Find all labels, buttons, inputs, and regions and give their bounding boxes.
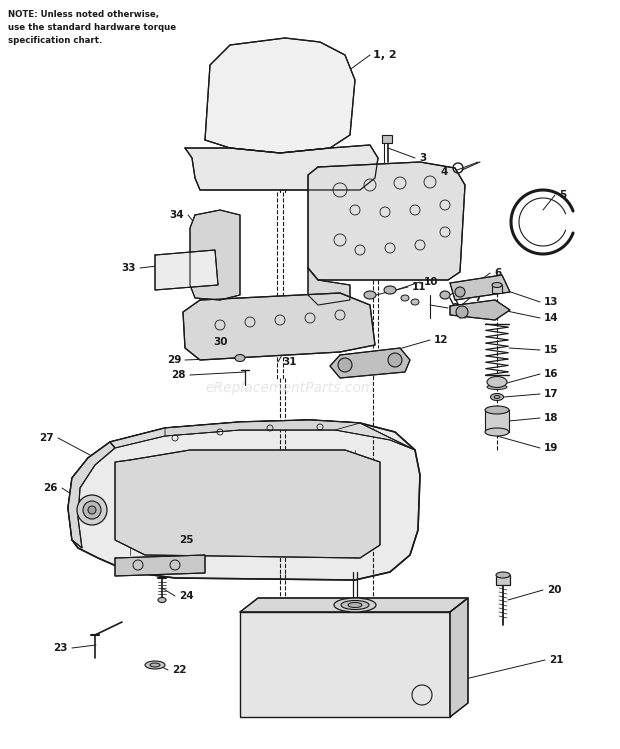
Text: 25: 25 [179,535,193,545]
Circle shape [88,506,96,514]
Text: 28: 28 [172,370,186,380]
Ellipse shape [348,602,362,607]
Text: 24: 24 [179,591,193,601]
Text: 20: 20 [547,585,562,595]
Circle shape [455,287,465,297]
Text: 21: 21 [549,655,564,665]
Text: 7: 7 [474,293,481,303]
Text: 18: 18 [544,413,559,423]
Polygon shape [240,598,468,612]
Text: 15: 15 [544,345,559,355]
Polygon shape [115,555,205,576]
Ellipse shape [492,282,502,288]
Ellipse shape [485,428,509,436]
Text: NOTE: Unless noted otherwise,
use the standard hardware torque
specification cha: NOTE: Unless noted otherwise, use the st… [8,10,176,46]
Text: 12: 12 [434,335,448,345]
Bar [496,575,510,585]
Polygon shape [165,420,360,436]
Circle shape [83,501,101,519]
Ellipse shape [145,661,165,669]
Text: 27: 27 [40,433,54,443]
Polygon shape [450,598,468,717]
Ellipse shape [496,572,510,578]
Text: 10: 10 [424,277,438,287]
Ellipse shape [487,384,507,389]
Text: 8: 8 [469,280,476,290]
Ellipse shape [490,393,503,401]
Polygon shape [308,162,465,280]
Text: 29: 29 [167,355,181,365]
Ellipse shape [384,286,396,294]
Ellipse shape [487,377,507,387]
Polygon shape [183,293,375,360]
Text: 34: 34 [169,210,184,220]
Polygon shape [185,145,378,190]
Circle shape [456,306,468,318]
Polygon shape [330,348,410,378]
Polygon shape [450,275,510,300]
Circle shape [338,358,352,372]
Polygon shape [68,442,115,548]
Bar [492,285,502,293]
Text: 31: 31 [282,357,296,367]
Polygon shape [450,300,510,320]
Text: 26: 26 [43,483,58,493]
Text: 23: 23 [53,643,68,653]
Bar [382,135,392,143]
Text: 14: 14 [544,313,559,323]
Polygon shape [308,268,350,305]
Text: 11: 11 [412,282,427,292]
Text: 13: 13 [544,297,559,307]
Ellipse shape [235,354,245,362]
Text: 33: 33 [122,263,136,273]
Circle shape [77,495,107,525]
Polygon shape [205,38,355,153]
Ellipse shape [334,598,376,612]
Bar [485,410,509,432]
Text: 22: 22 [172,665,187,675]
Ellipse shape [150,663,160,667]
Ellipse shape [411,299,419,305]
Text: 17: 17 [544,389,559,399]
Text: 1, 2: 1, 2 [373,50,397,60]
Ellipse shape [158,598,166,602]
Text: 16: 16 [544,369,559,379]
Polygon shape [115,450,380,558]
Text: 30: 30 [213,337,228,347]
Text: 6: 6 [494,268,501,278]
Text: 9: 9 [452,303,459,313]
Text: 4: 4 [441,167,448,177]
Ellipse shape [485,406,509,414]
Text: 3: 3 [419,153,427,163]
Polygon shape [155,250,218,290]
Text: 5: 5 [559,190,566,200]
Text: 19: 19 [544,443,559,453]
Text: eReplacementParts.com: eReplacementParts.com [205,381,374,395]
Ellipse shape [364,291,376,299]
Circle shape [388,353,402,367]
Bar [240,612,450,717]
Ellipse shape [494,395,500,398]
Ellipse shape [401,295,409,301]
Polygon shape [110,420,415,450]
Polygon shape [190,210,240,300]
Ellipse shape [440,291,450,299]
Ellipse shape [341,601,369,610]
Polygon shape [68,420,420,580]
